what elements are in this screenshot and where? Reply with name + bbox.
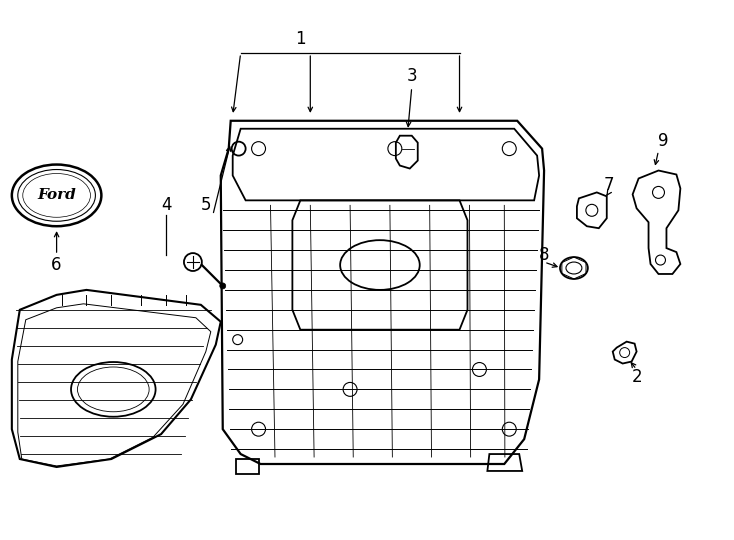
- Text: 5: 5: [200, 197, 211, 214]
- Text: 1: 1: [295, 30, 305, 48]
- Text: 7: 7: [603, 177, 614, 194]
- Text: 8: 8: [539, 246, 549, 264]
- Circle shape: [219, 283, 226, 289]
- Text: Ford: Ford: [37, 188, 76, 202]
- Text: 9: 9: [658, 132, 669, 150]
- Text: 4: 4: [161, 197, 171, 214]
- Text: 3: 3: [407, 67, 417, 85]
- Text: 2: 2: [631, 368, 642, 387]
- Text: 6: 6: [51, 256, 62, 274]
